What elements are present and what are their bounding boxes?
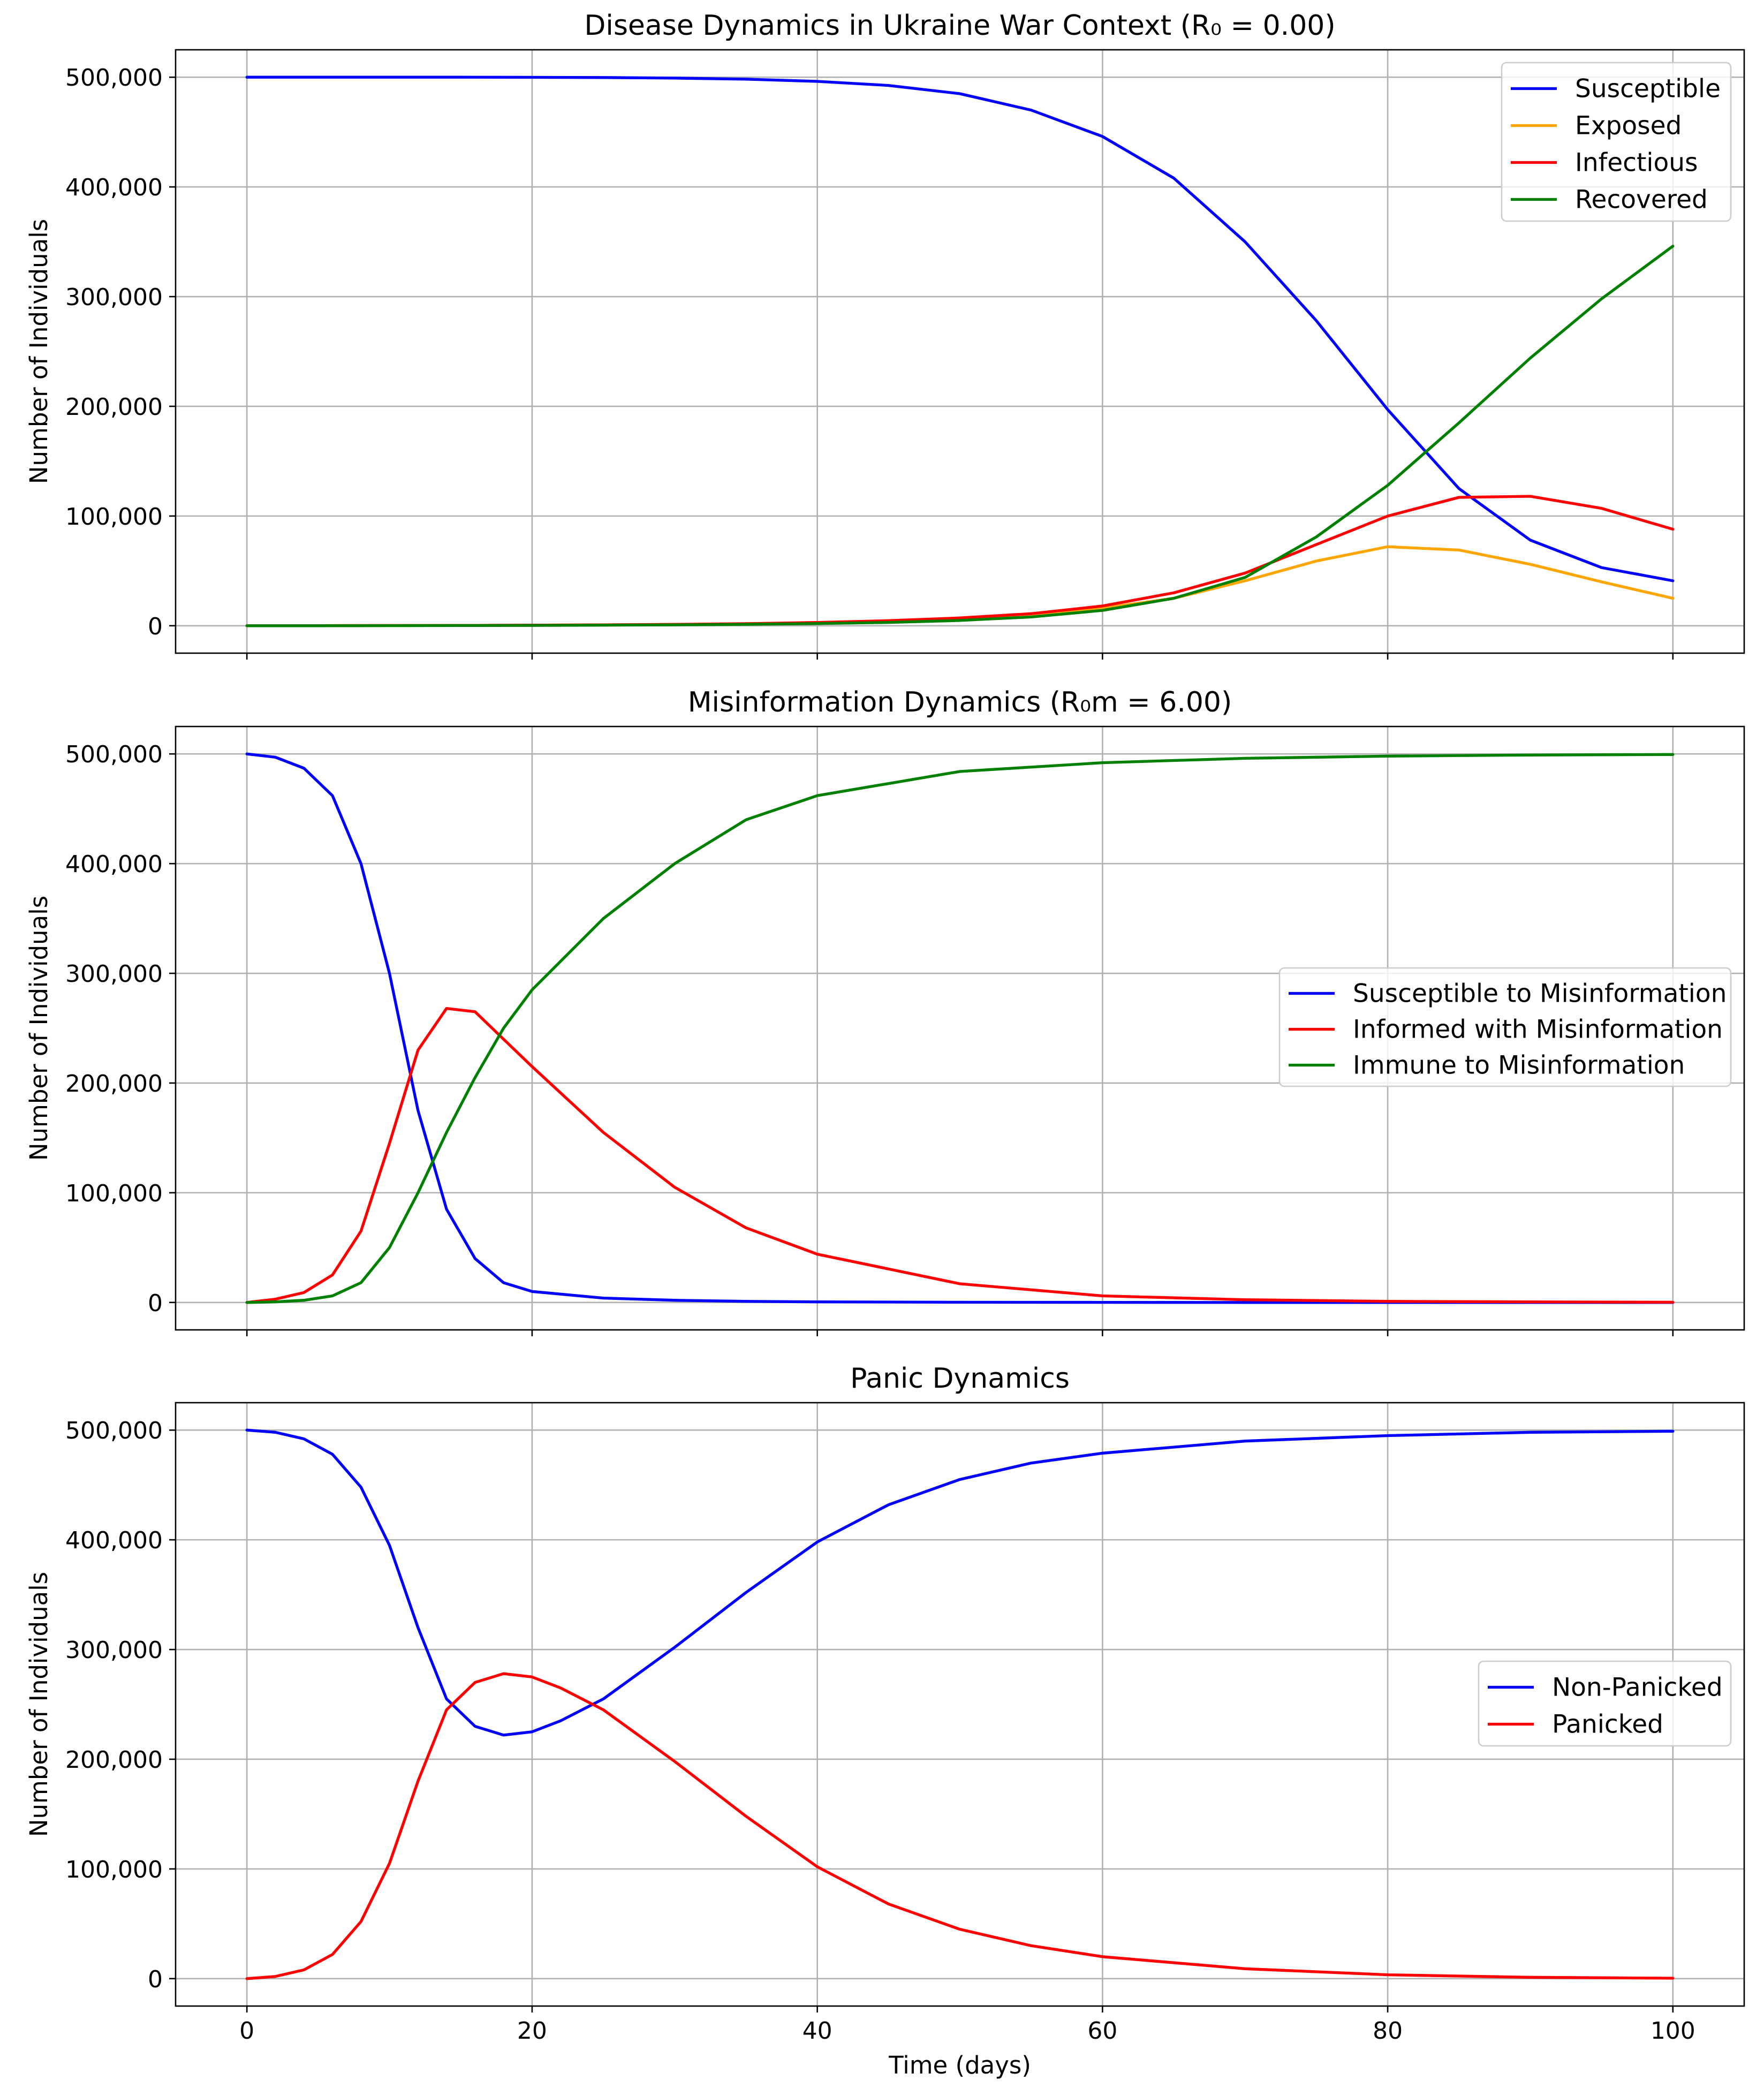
series-group <box>245 752 1675 1304</box>
series-line-recovered <box>245 245 1675 627</box>
legend-entry: Immune to Misinformation <box>1353 1051 1685 1080</box>
series-line-immune-to-misinformation <box>245 753 1675 1304</box>
series-group <box>245 1428 1675 1980</box>
series-line-panicked <box>245 1672 1675 1980</box>
axes-frame <box>175 725 1745 1331</box>
legend-box <box>1501 62 1732 222</box>
legend-entry: Susceptible <box>1575 74 1721 104</box>
y-tick-label: 100,000 <box>65 503 163 531</box>
legend-entry: Informed with Misinformation <box>1353 1015 1723 1045</box>
axes-frame <box>175 1402 1745 2007</box>
x-tick-label: 20 <box>517 2017 547 2045</box>
series-line-non-panicked <box>245 1428 1675 1737</box>
x-tick-label: 40 <box>802 2017 832 2045</box>
y-tick-label: 0 <box>148 1290 163 1317</box>
panel-2: 0 100,000 200,000 300,000 400,000 500,000 Misi… <box>25 686 1745 1336</box>
legend-entry: Panicked <box>1552 1710 1663 1739</box>
x-tick-label: 80 <box>1373 2017 1403 2045</box>
y-tick-label: 200,000 <box>65 1070 163 1098</box>
axes-frame <box>175 49 1745 654</box>
y-tick-label: 300,000 <box>65 960 163 988</box>
x-tick-label: 60 <box>1087 2017 1117 2045</box>
y-tick-label: 500,000 <box>65 741 163 768</box>
legend-box <box>1478 1660 1732 1747</box>
x-axis-label: Time (days) <box>888 2051 1031 2079</box>
y-tick-label: 100,000 <box>65 1856 163 1883</box>
y-tick-label: 400,000 <box>65 174 163 201</box>
y-tick-label: 300,000 <box>65 284 163 311</box>
y-tick-label: 500,000 <box>65 1417 163 1444</box>
y-tick-label: 200,000 <box>65 1746 163 1774</box>
series-line-susceptible-to-misinformation <box>245 752 1675 1304</box>
legend: Non-Panicked Panicked <box>1478 1660 1732 1747</box>
y-tick-label: 0 <box>148 1966 163 1993</box>
panel-1: 0 100,000 200,000 300,000 400,000 500,000 Dise… <box>25 10 1745 660</box>
y-tick-label: 400,000 <box>65 851 163 878</box>
legend-entry: Susceptible to Misinformation <box>1353 979 1727 1009</box>
legend: Susceptible Exposed Infectious Recovered <box>1501 62 1732 222</box>
chart-title: Disease Dynamics in Ukraine War Context … <box>584 10 1335 42</box>
x-tick-label: 100 <box>1651 2017 1695 2045</box>
legend-entry: Non-Panicked <box>1552 1673 1723 1702</box>
series-line-informed-with-misinformation <box>245 1007 1675 1304</box>
panel-3: 0 20 40 60 80 100 0 100,000 200,000 300,000 400,00… <box>25 1363 1745 2079</box>
series-line-susceptible <box>245 75 1675 582</box>
y-tick-label: 400,000 <box>65 1527 163 1554</box>
series-line-exposed <box>245 545 1675 627</box>
chart-title: Panic Dynamics <box>850 1363 1070 1395</box>
y-axis-label: Number of Individuals <box>25 896 53 1161</box>
legend-entry: Infectious <box>1575 148 1698 178</box>
chart-title: Misinformation Dynamics (R₀m = 6.00) <box>688 686 1232 718</box>
legend-entry: Recovered <box>1575 185 1708 215</box>
x-tick-label: 0 <box>239 2017 254 2045</box>
y-axis-label: Number of Individuals <box>25 1572 53 1837</box>
series-group <box>245 75 1675 627</box>
y-axis-label: Number of Individuals <box>25 219 53 484</box>
y-tick-label: 300,000 <box>65 1637 163 1664</box>
y-tick-label: 500,000 <box>65 64 163 92</box>
y-tick-label: 0 <box>148 613 163 640</box>
legend-entry: Exposed <box>1575 111 1682 141</box>
y-tick-label: 200,000 <box>65 394 163 421</box>
y-tick-label: 100,000 <box>65 1180 163 1207</box>
legend-box <box>1278 967 1732 1087</box>
legend: Susceptible to Misinformation Informed wi… <box>1278 967 1732 1087</box>
